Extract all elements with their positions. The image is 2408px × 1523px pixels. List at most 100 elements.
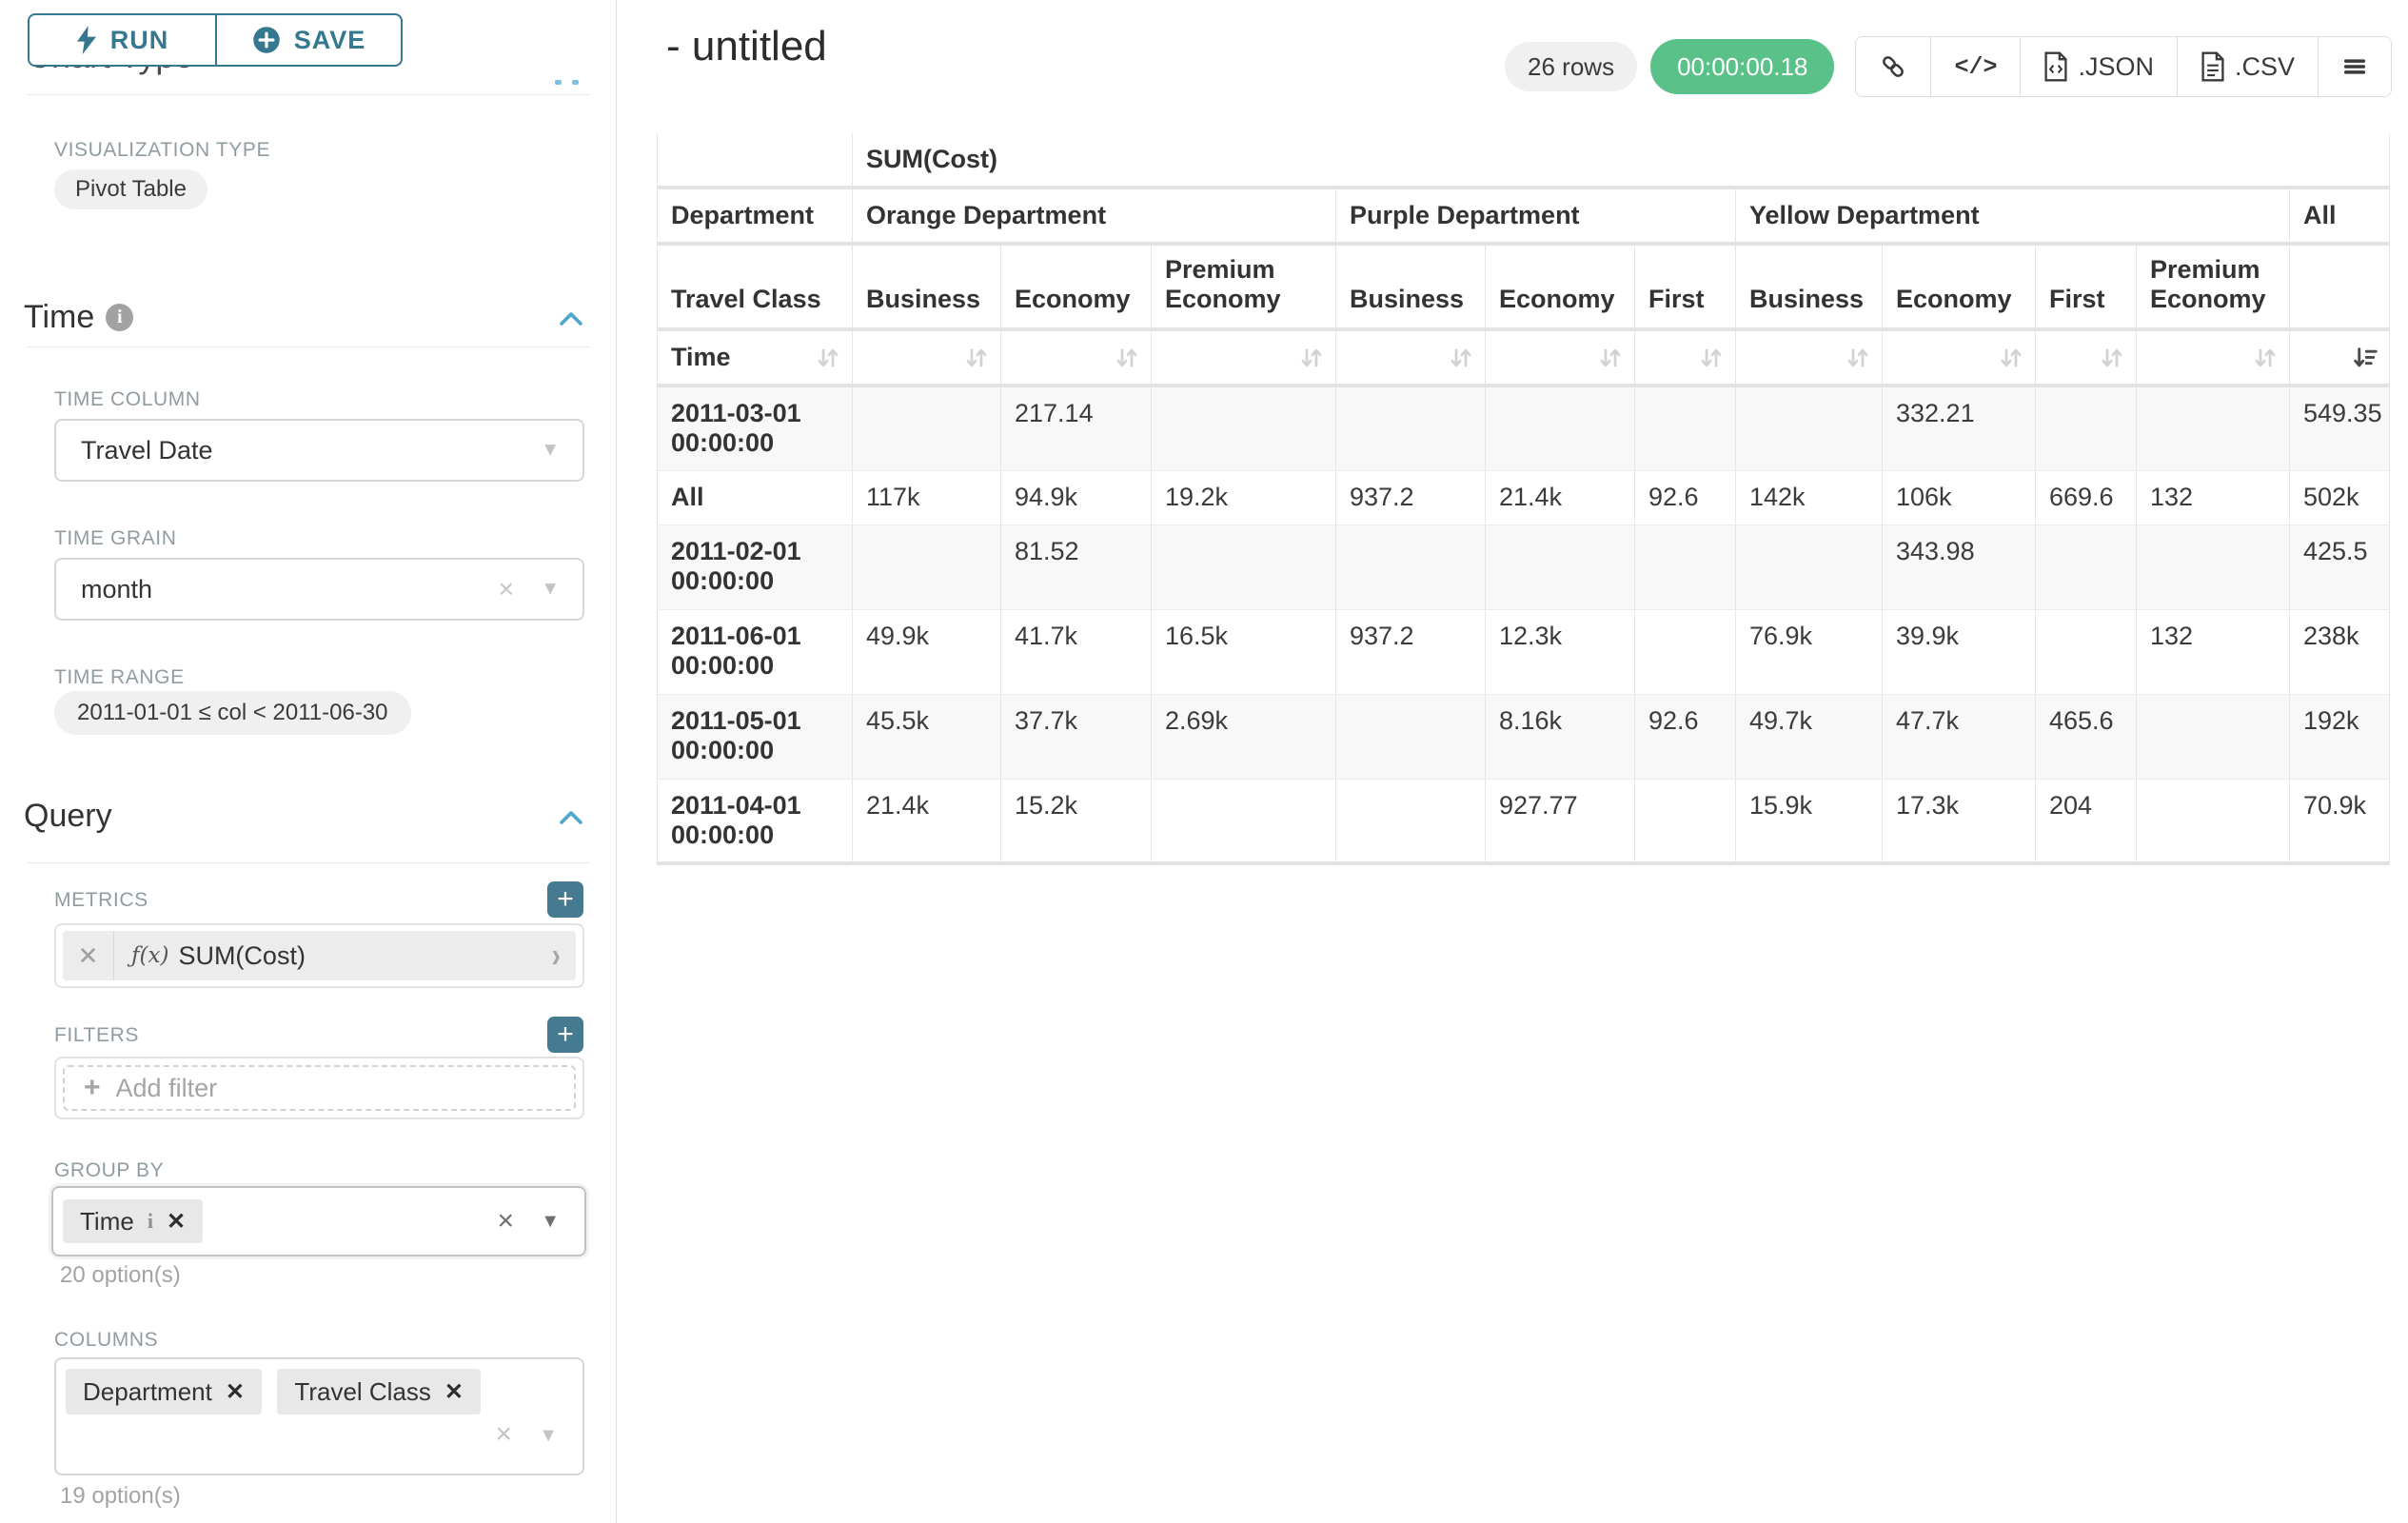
pivot-value-cell: 142k <box>1735 470 1883 525</box>
collapse-chevron-up-icon[interactable] <box>555 303 587 335</box>
pivot-value-cell <box>852 524 1001 610</box>
pivot-value-cell <box>2136 386 2290 471</box>
pivot-value-cell <box>2136 779 2290 865</box>
sort-icon[interactable] <box>814 344 842 372</box>
sort-icon[interactable] <box>1844 344 1872 372</box>
metrics-label: METRICS <box>54 889 148 911</box>
pivot-value-cell: 502k <box>2289 470 2391 525</box>
chart-title[interactable]: - untitled <box>666 23 827 69</box>
pivot-value-cell: 45.5k <box>852 694 1001 780</box>
save-button[interactable]: SAVE <box>216 13 403 67</box>
columns-chip-travel-class[interactable]: Travel Class ✕ <box>277 1369 482 1414</box>
sort-icon[interactable] <box>2098 344 2126 372</box>
pivot-value-cell: 204 <box>2035 779 2137 865</box>
share-link-button[interactable] <box>1856 37 1932 96</box>
sort-icon[interactable] <box>1447 344 1475 372</box>
pivot-value-cell: 549.35 <box>2289 386 2391 471</box>
pivot-class-header: First <box>1634 244 1736 331</box>
pivot-value-cell <box>1151 386 1336 471</box>
pivot-class-header: Premium Economy <box>1151 244 1336 331</box>
pivot-department-header: All <box>2289 188 2391 246</box>
pivot-data-row: 2011-06-01 00:00:00 49.9k 41.7k 16.5k 937.2 1… <box>657 609 2391 695</box>
columns-select[interactable]: Department ✕ Travel Class ✕ × ▼ <box>54 1357 584 1475</box>
pivot-value-cell <box>1485 386 1635 471</box>
view-query-button[interactable]: </> <box>1931 37 2022 96</box>
remove-metric-icon[interactable]: ✕ <box>63 931 114 980</box>
pivot-class-header: Economy <box>1485 244 1635 331</box>
metric-name: SUM(Cost) <box>178 940 306 970</box>
groupby-select[interactable]: Time i ✕ × ▼ <box>51 1186 586 1256</box>
pivot-sort-cell <box>2289 329 2391 387</box>
pivot-value-cell: 2.69k <box>1151 694 1336 780</box>
pivot-row-header: 2011-02-01 00:00:00 <box>657 524 853 610</box>
remove-chip-icon[interactable]: ✕ <box>166 1208 187 1235</box>
pivot-value-cell: 70.9k <box>2289 779 2391 865</box>
pivot-value-cell: 465.6 <box>2035 694 2137 780</box>
more-options-button[interactable] <box>2319 37 2391 96</box>
sort-icon[interactable] <box>2251 344 2280 372</box>
sort-icon[interactable] <box>1697 344 1726 372</box>
pivot-value-cell: 76.9k <box>1735 609 1883 695</box>
pivot-value-cell <box>1335 779 1486 865</box>
pivot-value-cell <box>1735 386 1883 471</box>
row-count-badge: 26 rows <box>1505 42 1638 91</box>
run-save-toolbar: RUN SAVE <box>28 13 403 67</box>
pivot-value-cell: 21.4k <box>852 779 1001 865</box>
pivot-row-header: 2011-03-01 00:00:00 <box>657 386 853 471</box>
pivot-value-cell: 15.2k <box>1000 779 1152 865</box>
pivot-value-cell <box>2136 694 2290 780</box>
remove-chip-icon[interactable]: ✕ <box>225 1378 245 1405</box>
pivot-value-cell: 937.2 <box>1335 609 1486 695</box>
sort-desc-icon[interactable] <box>2351 344 2379 372</box>
sort-icon[interactable] <box>1596 344 1625 372</box>
groupby-label: GROUP BY <box>54 1159 165 1181</box>
pivot-class-header: Economy <box>1882 244 2036 331</box>
pivot-value-cell <box>852 386 1001 471</box>
chevron-down-icon: ▼ <box>541 578 560 600</box>
time-column-select[interactable]: Travel Date ▼ <box>54 419 584 482</box>
export-json-button[interactable]: .JSON <box>2021 37 2178 96</box>
time-column-label: TIME COLUMN <box>54 388 201 410</box>
add-metric-button[interactable]: + <box>547 881 583 918</box>
chevron-down-icon: ▼ <box>541 1210 560 1232</box>
pivot-sort-cell <box>1882 329 2036 387</box>
pivot-value-cell: 21.4k <box>1485 470 1635 525</box>
clear-icon[interactable]: × <box>498 574 514 603</box>
columns-chip-department[interactable]: Department ✕ <box>66 1369 262 1414</box>
columns-chip-label: Department <box>83 1376 212 1406</box>
groupby-chip-time[interactable]: Time i ✕ <box>63 1199 204 1243</box>
pivot-value-cell <box>1335 694 1486 780</box>
run-button[interactable]: RUN <box>28 13 216 67</box>
pivot-value-cell <box>1634 779 1736 865</box>
pivot-data-row: 2011-03-01 00:00:00 217.14 332.21 549.35 <box>657 386 2391 471</box>
sort-icon[interactable] <box>1997 344 2025 372</box>
pivot-value-cell: 669.6 <box>2035 470 2137 525</box>
pivot-value-cell <box>1335 386 1486 471</box>
add-filter-plus-button[interactable]: + <box>547 1017 583 1053</box>
clear-icon[interactable]: × <box>497 1205 514 1236</box>
pivot-sort-cell <box>1634 329 1736 387</box>
chevron-right-icon[interactable]: › <box>551 936 561 975</box>
clear-icon[interactable]: × <box>495 1418 512 1450</box>
pivot-value-cell: 49.9k <box>852 609 1001 695</box>
remove-chip-icon[interactable]: ✕ <box>444 1378 464 1405</box>
sort-icon[interactable] <box>1113 344 1141 372</box>
link-icon <box>1883 56 1905 77</box>
pivot-value-cell <box>1151 524 1336 610</box>
pivot-value-cell: 39.9k <box>1882 609 2036 695</box>
pivot-value-cell: 92.6 <box>1634 694 1736 780</box>
metric-chip[interactable]: ✕ ƒ(x) SUM(Cost) › <box>63 931 576 980</box>
sort-icon[interactable] <box>1297 344 1326 372</box>
time-grain-select[interactable]: month × ▼ <box>54 558 584 621</box>
pivot-class-header: Premium Economy <box>2136 244 2290 331</box>
query-section-header: Query <box>24 798 112 835</box>
add-filter-button[interactable]: + Add filter <box>63 1065 576 1111</box>
sort-icon[interactable] <box>962 344 991 372</box>
pivot-value-cell: 16.5k <box>1151 609 1336 695</box>
export-csv-button[interactable]: .CSV <box>2177 37 2319 96</box>
pivot-value-cell: 425.5 <box>2289 524 2391 610</box>
collapse-chevron-up-icon[interactable] <box>555 801 587 834</box>
visualization-type-value[interactable]: Pivot Table <box>54 169 207 209</box>
time-range-value[interactable]: 2011-01-01 ≤ col < 2011-06-30 <box>54 691 411 735</box>
pivot-row-header: All <box>657 470 853 525</box>
